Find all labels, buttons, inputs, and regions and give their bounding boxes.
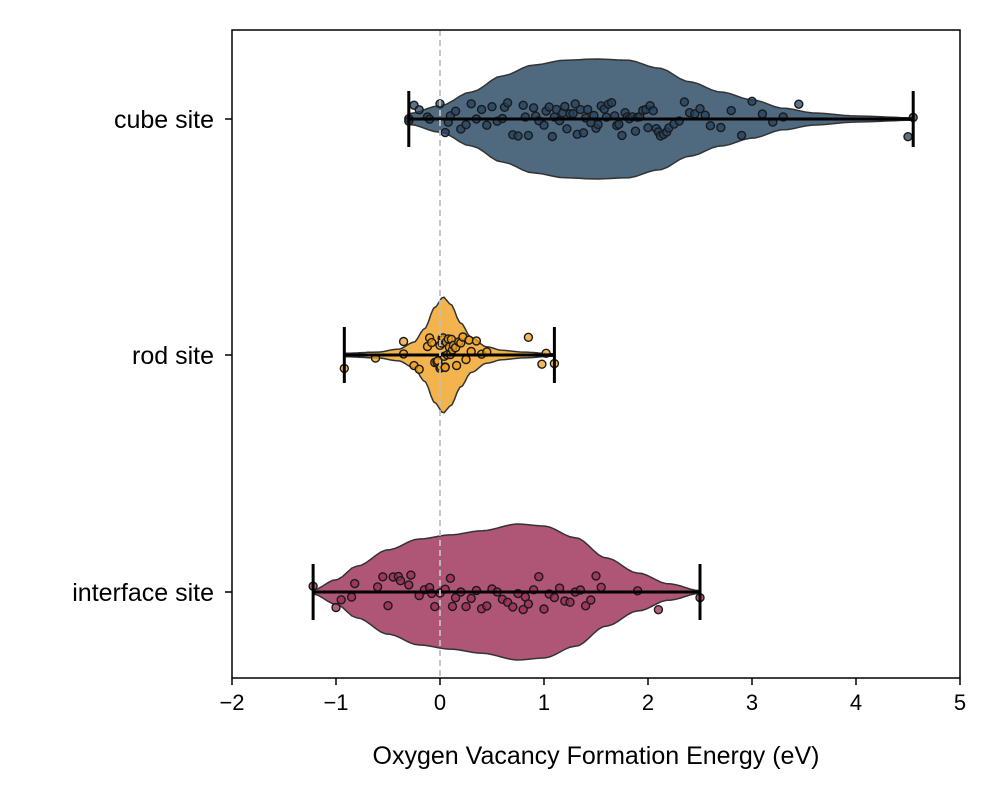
data-point	[482, 601, 492, 611]
data-point	[404, 580, 414, 590]
data-point	[591, 571, 601, 581]
data-point	[903, 131, 913, 142]
data-point	[570, 99, 580, 109]
data-point	[440, 127, 450, 138]
y-category-label: interface site	[72, 579, 214, 607]
data-point	[471, 336, 482, 346]
data-point	[716, 122, 726, 133]
data-point	[560, 101, 570, 112]
x-tick-label: 3	[746, 690, 758, 715]
data-point	[450, 106, 461, 116]
data-point	[372, 582, 383, 592]
data-point	[757, 109, 768, 119]
y-axis-categories: cube site rod site interface site	[72, 106, 232, 607]
data-point	[617, 130, 627, 141]
data-point	[518, 100, 528, 111]
data-point	[476, 104, 487, 115]
data-point	[502, 98, 513, 108]
data-point	[614, 119, 624, 130]
data-point	[643, 122, 653, 133]
data-point	[383, 601, 393, 611]
data-point	[331, 602, 341, 613]
data-point	[466, 593, 476, 604]
data-point	[350, 578, 360, 589]
data-point	[596, 582, 606, 592]
data-point	[583, 104, 593, 115]
x-tick-label: −2	[219, 690, 244, 715]
data-point	[508, 602, 518, 612]
data-point	[630, 126, 641, 136]
x-tick-label: 0	[434, 690, 446, 715]
data-point	[336, 595, 346, 605]
x-tick-label: −1	[323, 690, 348, 715]
data-point	[593, 119, 603, 130]
x-tick-label: 5	[954, 690, 966, 715]
data-point	[794, 99, 804, 109]
violin-layer	[312, 58, 914, 661]
data-point	[466, 99, 476, 109]
x-axis-ticks: −2 −1 0 1 2 3 4 5	[219, 678, 966, 715]
data-point	[451, 360, 462, 371]
x-tick-label: 2	[642, 690, 654, 715]
data-point	[487, 101, 497, 112]
data-point	[461, 601, 471, 612]
data-point	[653, 605, 664, 615]
data-point	[513, 131, 523, 141]
plot-frame	[231, 29, 961, 679]
x-tick-label: 4	[850, 690, 862, 715]
data-point	[447, 601, 458, 612]
data-point	[346, 592, 357, 602]
data-point	[395, 576, 406, 586]
data-point	[726, 105, 736, 116]
data-point	[562, 124, 572, 134]
data-point	[539, 604, 549, 614]
data-point	[547, 131, 557, 142]
data-point	[461, 354, 471, 365]
data-point	[398, 336, 409, 347]
data-point	[523, 130, 534, 141]
data-point	[586, 595, 596, 605]
data-point	[528, 103, 539, 113]
data-point	[523, 599, 534, 609]
data-point	[578, 128, 589, 138]
data-point	[534, 572, 544, 582]
data-point	[406, 570, 416, 580]
data-point	[445, 573, 456, 583]
data-point	[539, 120, 549, 130]
data-point	[695, 103, 705, 114]
whisker-layer	[311, 91, 915, 620]
data-point	[461, 119, 471, 130]
data-point	[736, 130, 747, 141]
data-point	[549, 592, 560, 603]
data-point	[580, 601, 591, 611]
data-point	[679, 97, 690, 107]
data-point	[450, 593, 461, 603]
x-tick-label: 1	[538, 690, 550, 715]
data-point	[378, 572, 388, 582]
data-point	[482, 120, 492, 130]
data-point	[648, 105, 658, 116]
data-point	[565, 597, 575, 607]
y-category-label: cube site	[114, 106, 214, 134]
data-point	[414, 364, 424, 374]
data-point	[427, 337, 437, 348]
data-point	[537, 359, 547, 369]
data-point	[518, 604, 528, 615]
data-point	[430, 601, 440, 612]
x-axis-label: Oxygen Vacancy Formation Energy (eV)	[373, 742, 820, 770]
data-point	[747, 96, 757, 107]
data-point	[523, 332, 534, 342]
data-point	[705, 120, 716, 131]
data-point	[606, 97, 617, 108]
y-category-label: rod site	[132, 342, 214, 370]
data-point	[414, 105, 424, 115]
data-point	[440, 362, 450, 373]
